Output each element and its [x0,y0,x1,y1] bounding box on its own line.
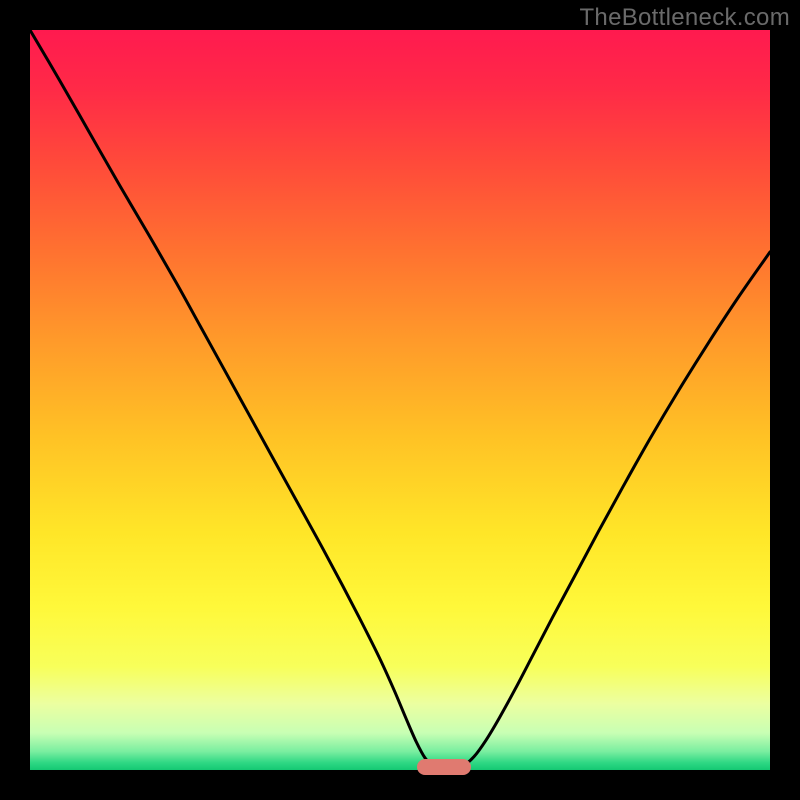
chart-background-gradient [30,30,770,770]
chart-plot-area [30,30,770,770]
watermark-text: TheBottleneck.com [579,4,790,32]
optimal-point-marker [417,759,471,775]
